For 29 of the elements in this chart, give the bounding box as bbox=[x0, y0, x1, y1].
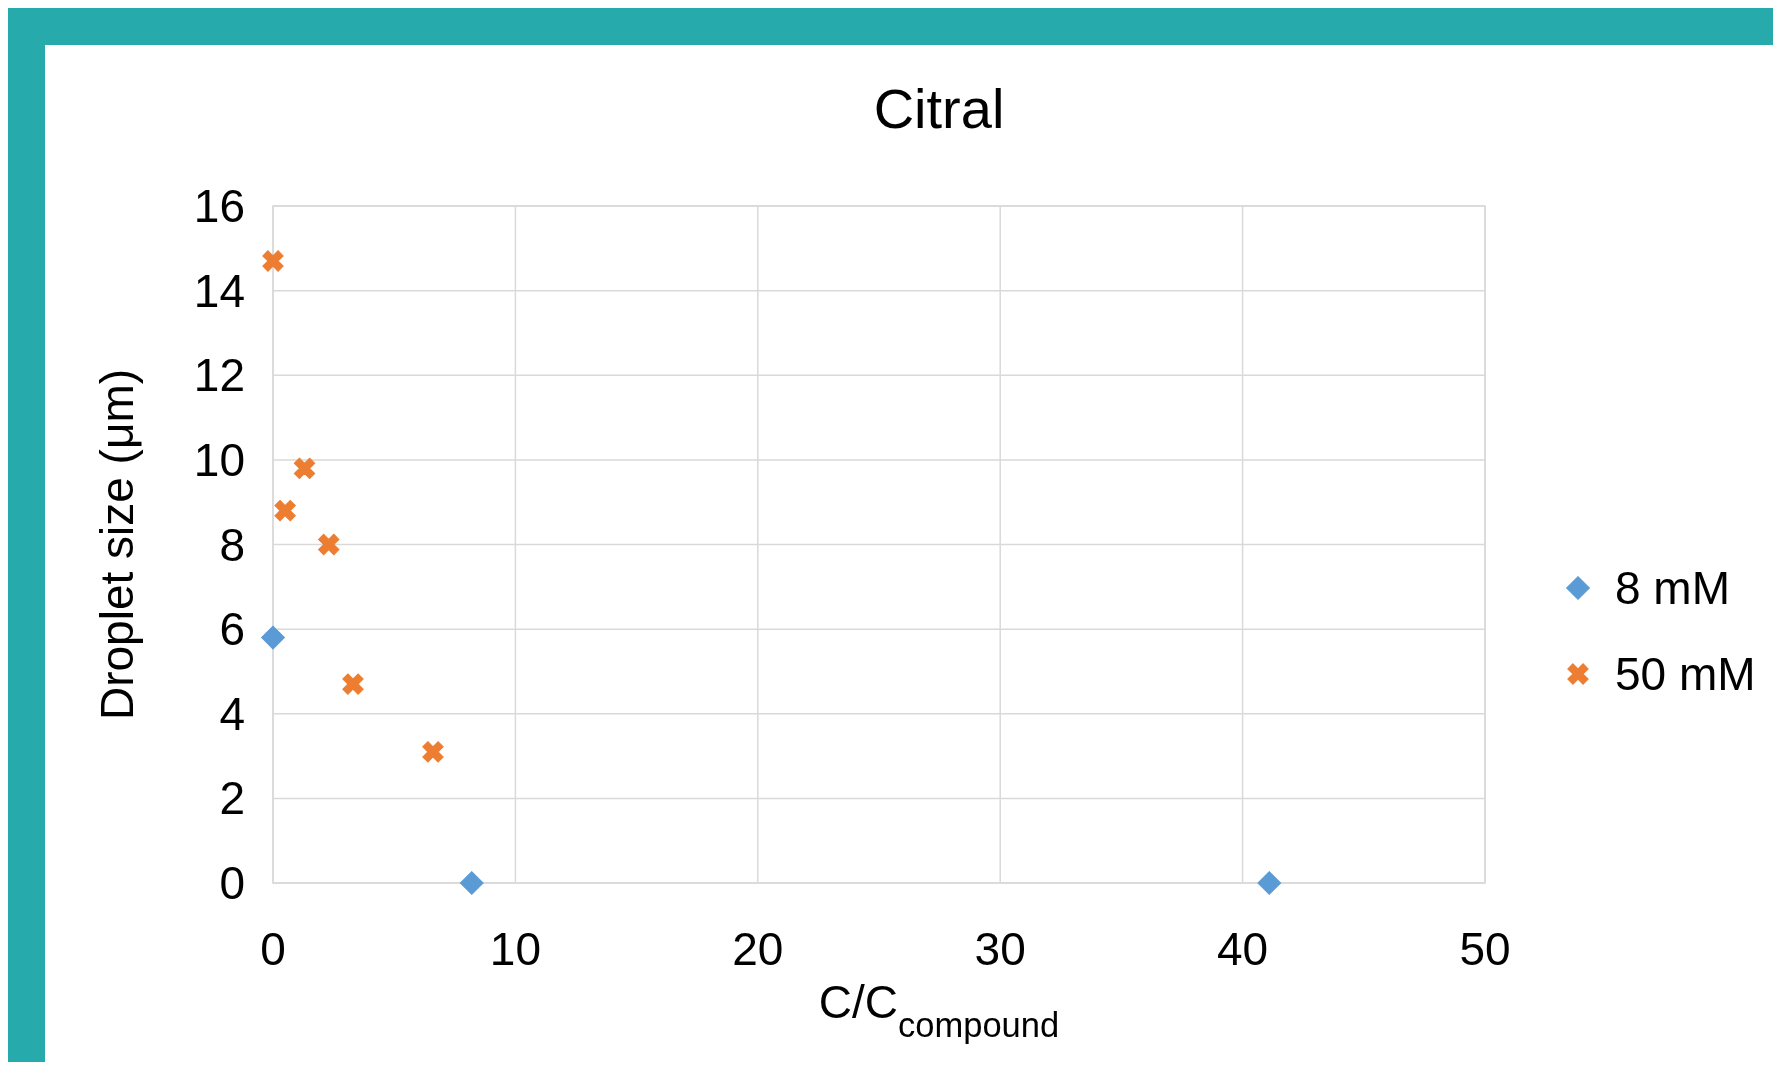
y-tick-label: 14 bbox=[193, 264, 245, 317]
legend-label: 50 mM bbox=[1615, 648, 1756, 700]
y-tick-label: 16 bbox=[193, 180, 245, 232]
x-tick-label: 30 bbox=[974, 923, 1026, 975]
y-tick-label: 4 bbox=[219, 687, 245, 740]
point bbox=[459, 871, 484, 895]
y-tick-label: 2 bbox=[219, 772, 245, 825]
point bbox=[274, 499, 296, 522]
y-tick-label: 8 bbox=[219, 518, 245, 571]
point bbox=[1257, 871, 1282, 895]
y-tick-label: 10 bbox=[193, 433, 245, 486]
point bbox=[318, 533, 340, 556]
y-tick-label: 12 bbox=[193, 349, 245, 402]
chart-title: Citral bbox=[873, 77, 1005, 140]
legend-label: 8 mM bbox=[1615, 562, 1730, 614]
y-axis-title: Droplet size (μm) bbox=[91, 368, 143, 721]
x-axis-title: C/C$_{compound}$ bbox=[818, 976, 1060, 1044]
y-tick-label: 6 bbox=[219, 603, 245, 656]
point bbox=[262, 250, 284, 272]
point bbox=[422, 741, 444, 763]
point bbox=[342, 673, 364, 695]
x-tick-label: 0 bbox=[260, 923, 286, 975]
x-tick-label: 40 bbox=[1217, 923, 1269, 975]
point bbox=[293, 457, 316, 480]
y-tick-label: 0 bbox=[219, 857, 245, 909]
x-tick-label: 20 bbox=[732, 923, 784, 975]
x-tick-label: 10 bbox=[489, 923, 541, 975]
x-tick-label: 50 bbox=[1459, 923, 1511, 975]
point bbox=[261, 625, 285, 650]
